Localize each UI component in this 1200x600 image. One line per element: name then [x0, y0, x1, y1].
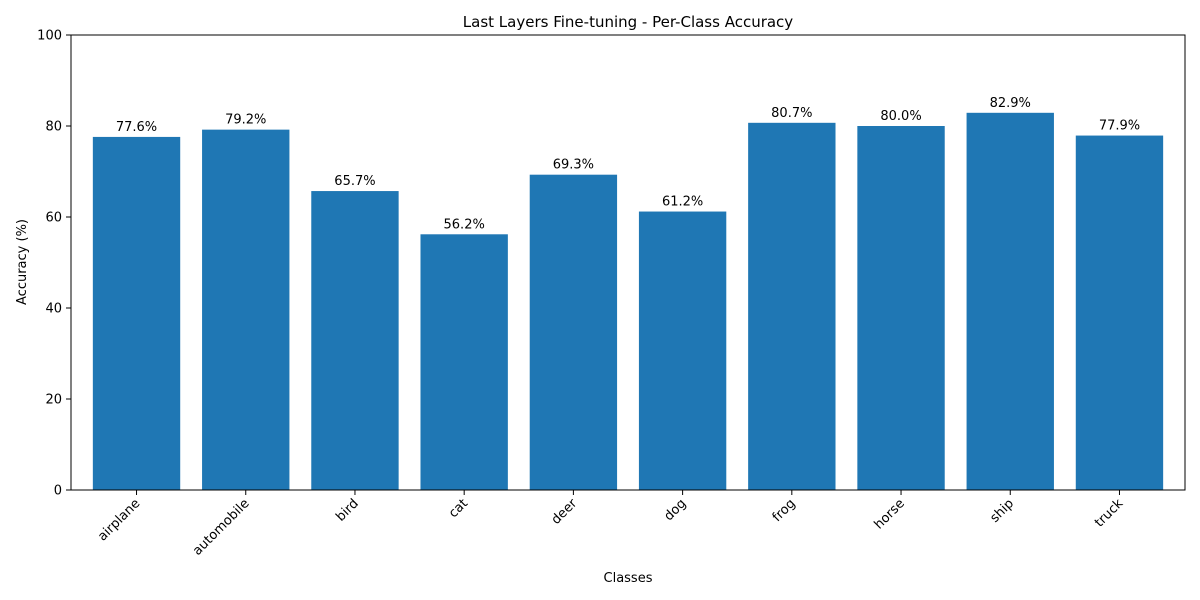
value-label-airplane: 77.6%: [116, 120, 157, 135]
y-axis: 0 20 40 60 80 100: [37, 29, 71, 499]
x-tick-label-truck: truck: [1092, 496, 1127, 531]
x-axis-label: Classes: [604, 571, 653, 586]
bar-deer: [529, 174, 618, 490]
value-label-cat: 56.2%: [444, 217, 485, 232]
bar-cat: [420, 234, 508, 490]
plot-frame: [70, 34, 1186, 491]
y-tick-label-40: 40: [45, 302, 62, 317]
value-label-frog: 80.7%: [771, 106, 812, 121]
y-axis-label: Accuracy (%): [15, 219, 30, 305]
x-tick-label-automobile: automobile: [190, 496, 252, 558]
value-label-bird: 65.7%: [334, 174, 375, 189]
bar-ship: [966, 112, 1054, 491]
chart-title: Last Layers Fine-tuning - Per-Class Accu…: [463, 13, 794, 31]
x-tick-label-ship: ship: [987, 496, 1017, 526]
value-label-ship: 82.9%: [990, 96, 1031, 111]
value-label-horse: 80.0%: [880, 109, 921, 124]
bar-horse: [857, 126, 945, 490]
x-tick-label-frog: frog: [770, 496, 799, 525]
bar-airplane: [92, 136, 181, 491]
bar-bird: [311, 191, 399, 490]
x-tick-label-deer: deer: [549, 496, 581, 528]
x-tick-label-horse: horse: [872, 496, 908, 532]
value-label-dog: 61.2%: [662, 195, 703, 210]
x-axis: airplane automobile bird cat deer dog frog hors…: [95, 490, 1127, 559]
y-tick-label-100: 100: [37, 29, 62, 44]
x-tick-label-dog: dog: [662, 496, 690, 524]
value-label-deer: 69.3%: [553, 158, 594, 173]
x-tick-label-airplane: airplane: [95, 496, 143, 544]
y-tick-label-60: 60: [45, 211, 62, 226]
bar-frog: [748, 122, 836, 490]
x-tick-label-bird: bird: [333, 496, 361, 524]
y-tick-label-80: 80: [45, 120, 62, 135]
bar-truck: [1075, 135, 1164, 490]
x-tick-label-cat: cat: [446, 496, 471, 521]
y-tick-label-0: 0: [54, 484, 62, 499]
value-label-truck: 77.9%: [1099, 119, 1140, 134]
y-tick-label-20: 20: [45, 393, 62, 408]
bar-automobile: [202, 129, 290, 490]
value-labels-group: 77.6% 79.2% 65.7% 56.2% 69.3% 61.2% 80.7% 80.0%…: [116, 96, 1140, 232]
bar-dog: [638, 211, 727, 491]
value-label-automobile: 79.2%: [225, 113, 266, 128]
bars-group: [92, 112, 1164, 491]
